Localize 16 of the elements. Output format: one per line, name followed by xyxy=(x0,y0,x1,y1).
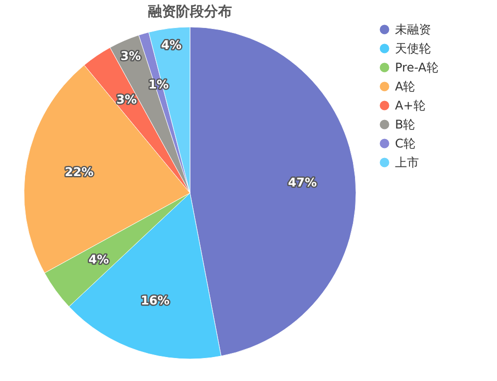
legend-label: Pre-A轮 xyxy=(395,60,438,74)
legend-label: A+轮 xyxy=(395,98,426,112)
legend-label: C轮 xyxy=(395,136,416,150)
data-label: 4% xyxy=(161,38,182,52)
legend-label: 上市 xyxy=(395,156,419,170)
legend-label: 未融资 xyxy=(395,22,431,36)
data-label: 47% xyxy=(288,175,317,190)
legend-label: A轮 xyxy=(395,80,416,94)
data-label: 3% xyxy=(116,92,137,107)
legend-label: B轮 xyxy=(395,118,416,132)
data-label: 4% xyxy=(88,252,109,266)
data-label: 22% xyxy=(64,164,94,179)
data-label: 16% xyxy=(140,293,170,308)
legend-label: 天使轮 xyxy=(395,42,431,56)
chart-title: 融资阶段分布 xyxy=(148,4,232,20)
data-label: 3% xyxy=(120,48,141,63)
